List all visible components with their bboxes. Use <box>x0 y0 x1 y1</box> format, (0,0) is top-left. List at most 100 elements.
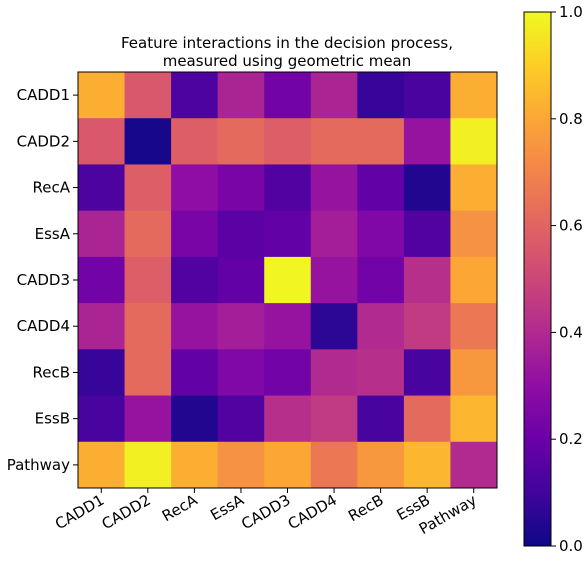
heatmap-cell-CADD1-CADD1 <box>78 72 126 119</box>
heatmap-cell-EssB-RecB <box>357 395 405 443</box>
heatmap-cell-EssA-CADD1 <box>78 210 126 258</box>
y-tick-label: Pathway <box>7 456 70 474</box>
heatmap-cell-EssA-CADD4 <box>310 210 358 258</box>
heatmap-cell-EssA-EssA <box>217 210 265 258</box>
heatmap-cell-CADD1-EssB <box>403 72 451 119</box>
y-tick-label: CADD2 <box>17 132 70 150</box>
heatmap-cell-RecA-CADD2 <box>124 164 172 212</box>
colorbar-tick-label: 0.4 <box>559 323 583 341</box>
heatmap-cell-CADD4-RecA <box>171 303 219 350</box>
heatmap-cell-Pathway-EssA <box>217 441 265 489</box>
heatmap-cell-CADD1-RecA <box>171 72 219 119</box>
x-tick-label: CADD3 <box>238 491 293 533</box>
y-tick-label: CADD3 <box>17 271 70 289</box>
heatmap-cell-RecB-RecA <box>171 349 219 397</box>
y-tick-label: RecB <box>32 363 70 381</box>
heatmap-cell-CADD2-Pathway <box>450 118 498 165</box>
heatmap-cell-EssA-CADD2 <box>124 210 172 258</box>
y-tick-label: CADD1 <box>17 86 70 104</box>
heatmap-cell-CADD1-CADD3 <box>264 72 312 119</box>
heatmap-cell-EssA-Pathway <box>450 210 498 258</box>
y-tick-label: EssA <box>35 225 71 243</box>
heatmap-cell-CADD2-RecB <box>357 118 405 165</box>
heatmap-cell-CADD4-CADD3 <box>264 303 312 350</box>
heatmap-cell-CADD3-EssA <box>217 256 265 304</box>
heatmap-cell-Pathway-Pathway <box>450 441 498 489</box>
x-tick-label: CADD2 <box>99 491 154 533</box>
heatmap-cell-EssB-CADD4 <box>310 395 358 443</box>
heatmap-cell-Pathway-CADD4 <box>310 441 358 489</box>
heatmap-cell-RecB-CADD3 <box>264 349 312 397</box>
heatmap-cell-EssA-RecB <box>357 210 405 258</box>
heatmap-cell-RecA-EssB <box>403 164 451 212</box>
heatmap-cell-EssB-RecA <box>171 395 219 443</box>
x-tick-label: RecB <box>345 491 386 525</box>
heatmap-cell-CADD2-CADD1 <box>78 118 126 165</box>
chart-title-line-1: Feature interactions in the decision pro… <box>121 34 453 52</box>
heatmap-cell-CADD1-CADD4 <box>310 72 358 119</box>
heatmap-cell-CADD3-EssB <box>403 256 451 304</box>
heatmap-cell-CADD3-CADD2 <box>124 256 172 304</box>
heatmap-cell-RecB-CADD1 <box>78 349 126 397</box>
heatmap-cell-CADD3-RecA <box>171 256 219 304</box>
y-tick-label: RecA <box>33 179 71 197</box>
heatmap-cell-RecB-Pathway <box>450 349 498 397</box>
heatmap-cell-CADD4-CADD2 <box>124 303 172 350</box>
colorbar-tick-label: 0.8 <box>559 110 583 128</box>
heatmap-cell-EssA-CADD3 <box>264 210 312 258</box>
heatmap-cell-CADD3-CADD1 <box>78 256 126 304</box>
heatmap-cell-RecA-CADD1 <box>78 164 126 212</box>
colorbar-tick-label: 0.2 <box>559 430 583 448</box>
heatmap-cell-CADD3-RecB <box>357 256 405 304</box>
heatmap-cell-CADD2-CADD2 <box>124 118 172 165</box>
heatmap-cell-CADD4-RecB <box>357 303 405 350</box>
heatmap-cell-Pathway-EssB <box>403 441 451 489</box>
heatmap-cell-Pathway-CADD1 <box>78 441 126 489</box>
heatmap-cell-EssB-CADD1 <box>78 395 126 443</box>
colorbar-tick-label: 0.6 <box>559 217 583 235</box>
x-tick-label: CADD1 <box>52 491 107 533</box>
heatmap-cell-CADD3-Pathway <box>450 256 498 304</box>
heatmap-cell-EssA-RecA <box>171 210 219 258</box>
heatmap-cell-CADD3-CADD3 <box>264 256 312 304</box>
heatmap-cell-EssB-EssA <box>217 395 265 443</box>
heatmap-cell-RecA-CADD3 <box>264 164 312 212</box>
heatmap-cell-RecA-CADD4 <box>310 164 358 212</box>
heatmap-cell-RecB-EssB <box>403 349 451 397</box>
heatmap-cell-CADD2-RecA <box>171 118 219 165</box>
y-tick-label: CADD4 <box>17 317 70 335</box>
heatmap-cell-CADD2-EssA <box>217 118 265 165</box>
heatmap-cell-Pathway-RecB <box>357 441 405 489</box>
heatmap-cell-RecB-CADD4 <box>310 349 358 397</box>
chart-title-line-2: measured using geometric mean <box>163 52 412 70</box>
heatmap-cell-RecB-RecB <box>357 349 405 397</box>
colorbar-tick-label: 0.0 <box>559 537 583 555</box>
colorbar-axis: 0.0 0.2 0.4 0.6 0.8 1.0 <box>551 3 583 555</box>
heatmap-cell-CADD2-EssB <box>403 118 451 165</box>
heatmap-cell-CADD2-CADD4 <box>310 118 358 165</box>
heatmap-cell-CADD1-CADD2 <box>124 72 172 119</box>
heatmap-cell-EssB-EssB <box>403 395 451 443</box>
heatmap-cell-EssB-Pathway <box>450 395 498 443</box>
heatmap-cell-RecA-RecA <box>171 164 219 212</box>
heatmap-cell-CADD2-CADD3 <box>264 118 312 165</box>
heatmap-cell-CADD1-EssA <box>217 72 265 119</box>
heatmap-cell-CADD4-EssB <box>403 303 451 350</box>
heatmap-cell-CADD4-Pathway <box>450 303 498 350</box>
x-tick-label: RecA <box>159 491 201 526</box>
heatmap-cells <box>78 72 498 489</box>
heatmap-cell-RecB-EssA <box>217 349 265 397</box>
heatmap-cell-EssB-CADD3 <box>264 395 312 443</box>
heatmap-cell-RecA-EssA <box>217 164 265 212</box>
heatmap-cell-CADD4-EssA <box>217 303 265 350</box>
x-tick-label: CADD4 <box>285 491 340 533</box>
heatmap-cell-RecA-RecB <box>357 164 405 212</box>
colorbar <box>523 11 552 547</box>
heatmap-cell-RecA-Pathway <box>450 164 498 212</box>
y-tick-label: EssB <box>35 410 70 428</box>
colorbar-tick-label: 1.0 <box>559 3 583 21</box>
heatmap-cell-Pathway-CADD2 <box>124 441 172 489</box>
heatmap-cell-RecB-CADD2 <box>124 349 172 397</box>
heatmap-cell-EssB-CADD2 <box>124 395 172 443</box>
